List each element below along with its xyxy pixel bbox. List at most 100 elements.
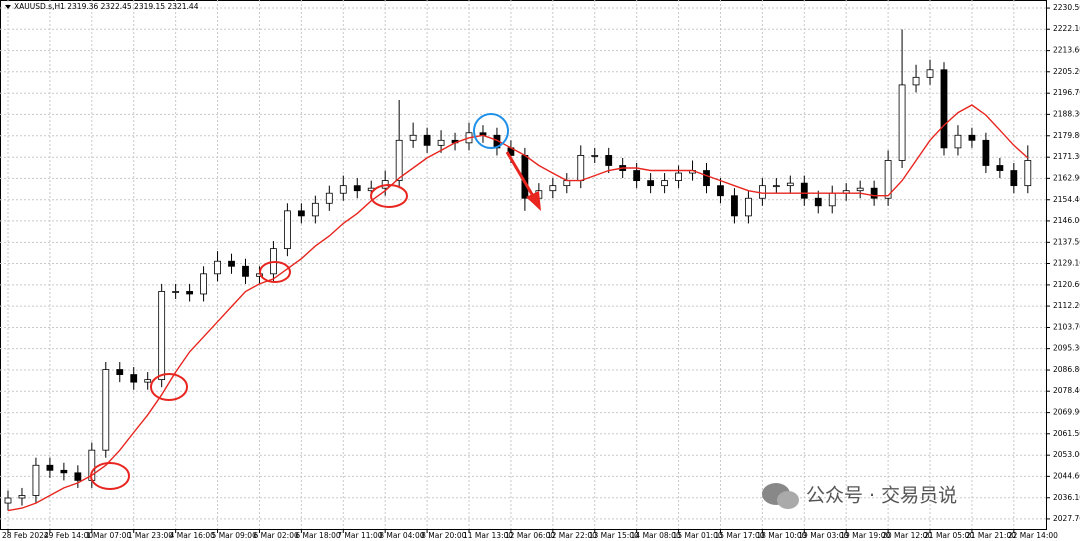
candle-body	[870, 187, 878, 199]
candle-body	[731, 195, 738, 217]
candle-body	[647, 180, 655, 187]
x-tick-label: 12 Mar 06:00	[505, 531, 555, 540]
candle-body	[339, 185, 347, 194]
x-tick-label: 7 Mar 11:00	[337, 531, 383, 540]
y-tick-label: 2146.00	[1053, 216, 1080, 225]
candle-body	[353, 185, 361, 192]
x-tick-label: 1 Mar 23:00	[128, 531, 174, 540]
y-tick-label: 2061.50	[1053, 429, 1080, 438]
y-tick-label: 2188.30	[1053, 109, 1080, 118]
candle-body	[549, 185, 557, 192]
candle-body	[758, 185, 766, 199]
candle-body	[18, 495, 26, 499]
y-tick-label: 2196.70	[1053, 88, 1080, 97]
candle-body	[898, 84, 906, 161]
candle-body	[954, 134, 962, 149]
x-tick-label: 21 Mar 05:00	[924, 531, 974, 540]
candle-body	[297, 210, 305, 217]
candle-body	[130, 374, 138, 383]
x-tick-label: 15 Mar 17:00	[714, 531, 764, 540]
x-tick-label: 20 Mar 12:00	[882, 531, 932, 540]
watermark-icon	[777, 491, 799, 509]
x-tick-label: 8 Mar 04:00	[379, 531, 425, 540]
y-tick-label: 2205.20	[1053, 67, 1080, 76]
symbol-icon	[5, 5, 11, 9]
candle-body	[940, 69, 948, 149]
candle-body	[437, 139, 445, 146]
candle-body	[717, 185, 724, 197]
candle-body	[675, 172, 682, 182]
grid	[0, 0, 1046, 529]
y-tick-label: 2036.10	[1053, 493, 1080, 502]
annotation-arrow	[505, 151, 535, 197]
x-tick-label: 29 Feb 14:00	[44, 531, 93, 540]
marks	[4, 29, 1032, 512]
candle-body	[591, 155, 599, 157]
candle-body	[968, 134, 976, 141]
chart-title: XAUUSD.s,H1 2319.36 2322.45 2319.15 2321…	[14, 2, 199, 11]
y-tick-label: 2137.50	[1053, 237, 1080, 246]
x-tick-label: 1 Mar 07:00	[86, 531, 132, 540]
candle-body	[996, 165, 1004, 171]
y-tick-label: 2095.30	[1053, 344, 1080, 353]
x-tick-label: 8 Mar 20:00	[421, 531, 467, 540]
candle-body	[186, 291, 194, 295]
candle-body	[800, 182, 808, 199]
annotation-arrowhead	[526, 191, 541, 211]
candle-body	[661, 180, 668, 187]
y-tick-label: 2129.10	[1053, 258, 1080, 267]
x-tick-label: 13 Mar 15:00	[589, 531, 639, 540]
candle-body	[926, 69, 934, 78]
annotation-circle	[150, 373, 188, 401]
annotation-circle	[90, 462, 130, 490]
candle-body	[884, 160, 892, 199]
y-tick-label: 2213.60	[1053, 46, 1080, 55]
candle-body	[786, 182, 794, 187]
candle-body	[60, 469, 68, 474]
y-tick-label: 2171.30	[1053, 152, 1080, 161]
candle-body	[172, 291, 180, 293]
candle-body	[32, 464, 40, 496]
watermark: 公众号 · 交易员说	[762, 483, 957, 509]
x-tick-label: 21 Mar 21:00	[966, 531, 1016, 540]
annotations	[90, 113, 541, 490]
candle-body	[409, 134, 417, 141]
x-tick-label: 4 Mar 16:00	[170, 531, 216, 540]
y-tick-label: 2078.40	[1053, 386, 1080, 395]
y-tick-label: 2044.60	[1053, 471, 1080, 480]
candle-body	[982, 139, 990, 166]
x-tick-label: 6 Mar 18:00	[295, 531, 341, 540]
y-tick-label: 2103.70	[1053, 322, 1080, 331]
candle-body	[144, 379, 152, 383]
candle-body	[74, 472, 82, 481]
candle-body	[1024, 160, 1032, 187]
candle-body	[4, 497, 12, 504]
x-tick-label: 22 Mar 14:00	[1008, 531, 1058, 540]
y-tick-label: 2154.40	[1053, 195, 1080, 204]
moving-average-line	[7, 104, 1029, 512]
x-tick-label: 5 Mar 09:00	[212, 531, 258, 540]
candle-body	[703, 170, 710, 187]
candle-body	[423, 134, 431, 146]
candle-body	[46, 464, 54, 471]
candle-body	[102, 369, 110, 451]
candle-body	[116, 369, 124, 375]
candle-body	[828, 192, 836, 207]
candle-body	[605, 155, 613, 166]
candle-body	[228, 260, 235, 267]
x-tick-label: 11 Mar 13:00	[463, 531, 513, 540]
candle-body	[158, 291, 166, 381]
candle-body	[283, 210, 291, 250]
x-tick-label: 19 Mar 19:00	[840, 531, 890, 540]
annotation-circle	[473, 113, 509, 149]
x-tick-label: 6 Mar 02:00	[253, 531, 299, 540]
candle-body	[772, 185, 780, 188]
y-tick-label: 2162.90	[1053, 173, 1080, 182]
candle-body	[395, 139, 403, 182]
y-tick-label: 2120.60	[1053, 280, 1080, 289]
y-tick-label: 2053.00	[1053, 450, 1080, 459]
candle-body	[633, 170, 641, 182]
y-tick-label: 2086.80	[1053, 365, 1080, 374]
candle-body	[200, 273, 207, 295]
